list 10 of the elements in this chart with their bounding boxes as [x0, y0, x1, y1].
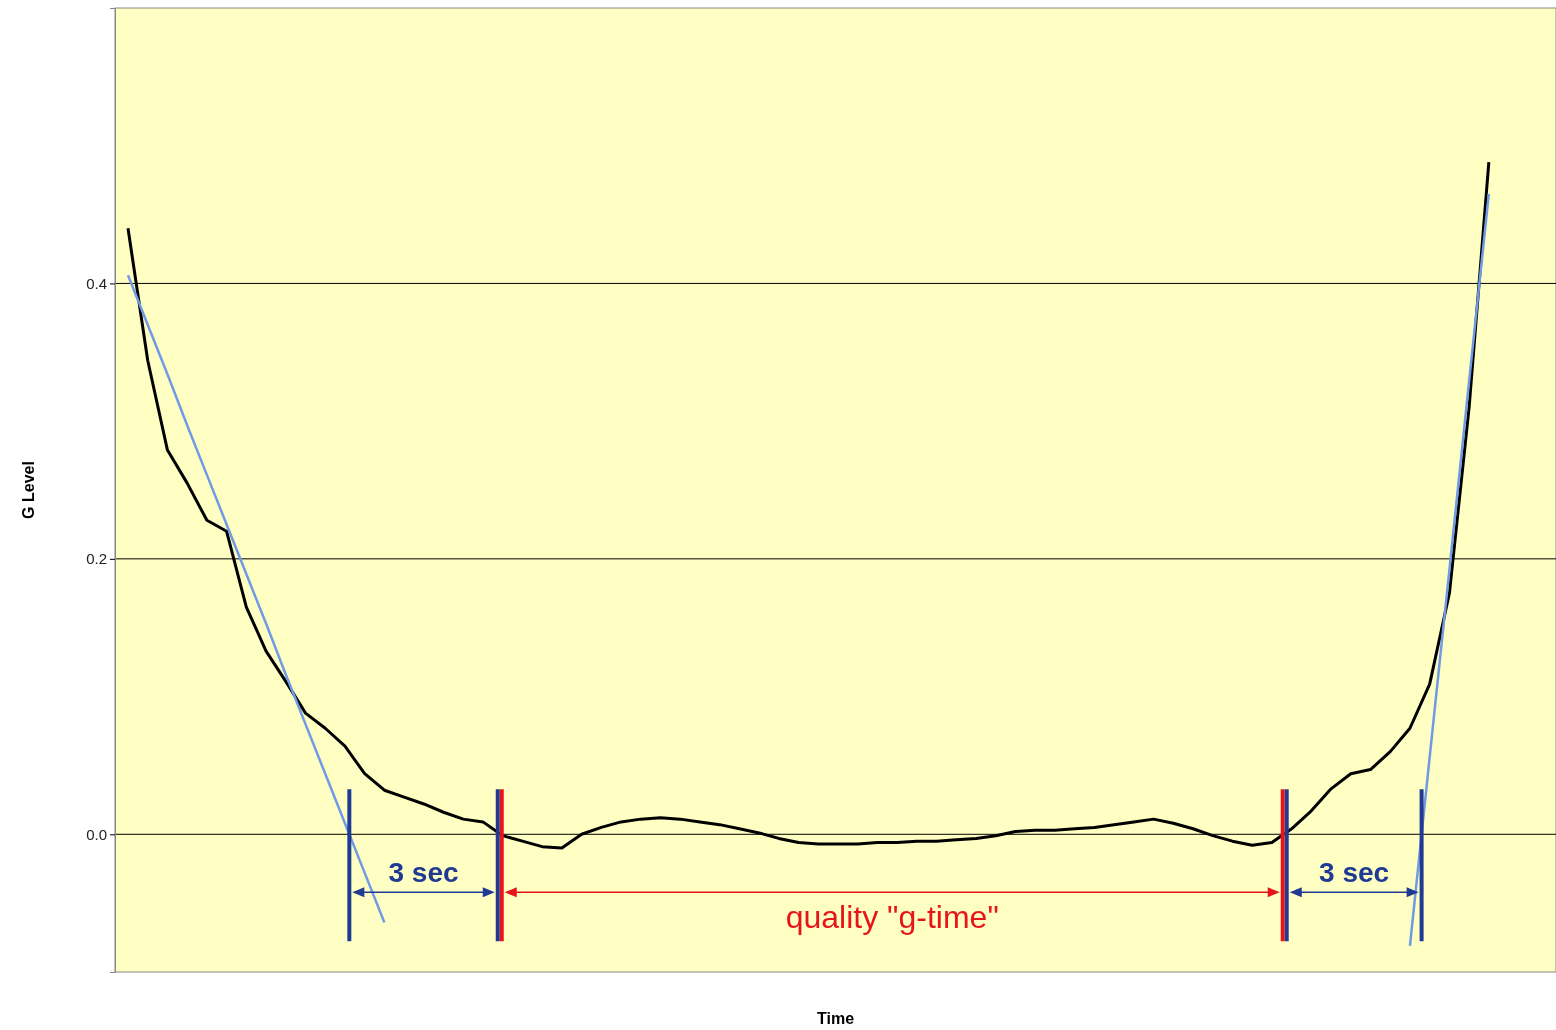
x-axis-title: Time [816, 1010, 855, 1027]
y-axis-title: G Level [20, 461, 37, 519]
y-tick-label: 0.4 [86, 274, 107, 292]
line-series [1408, 192, 1491, 948]
annotation: 3 sec [1319, 857, 1390, 889]
annotation: 3 sec [388, 857, 459, 889]
annotation: quality "g-time" [785, 899, 999, 936]
line-series [126, 273, 386, 924]
y-tick-label: 0.0 [86, 825, 107, 843]
y-tick-label: 0.2 [86, 550, 107, 568]
